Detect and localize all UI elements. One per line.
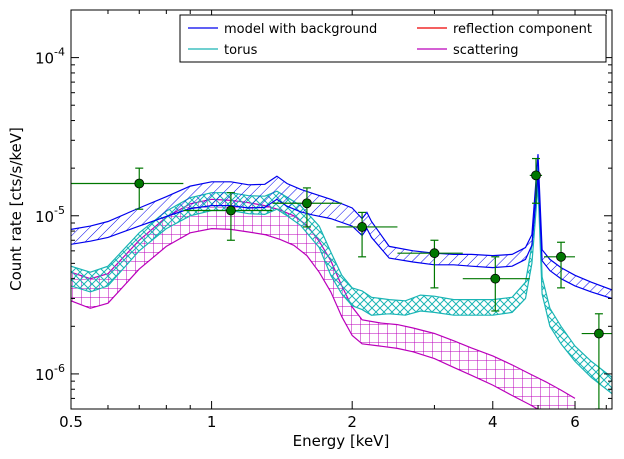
x-axis-ticks: 0.5 1 2 4 6 — [59, 10, 607, 431]
x-tick-label: 2 — [347, 413, 357, 431]
y-axis-label: Count rate [cts/s/keV] — [7, 127, 25, 291]
y-tick-label: 10-5 — [35, 204, 65, 226]
data-marker — [134, 178, 145, 189]
data-point-6 — [462, 256, 530, 312]
plot-frame — [70, 9, 613, 410]
data-point-5 — [397, 239, 463, 289]
legend-label-model: model with background — [224, 22, 377, 37]
x-tick-label: 0.5 — [59, 413, 83, 431]
torus-band-fill — [71, 163, 612, 394]
x-tick-label: 1 — [207, 413, 217, 431]
data-point-2 — [183, 192, 273, 241]
data-marker — [594, 328, 604, 339]
legend: model with background reflection compone… — [179, 14, 607, 63]
data-marker — [490, 273, 501, 284]
model-with-background-upper-line — [71, 154, 612, 291]
model-with-background-band-fill — [71, 154, 612, 299]
data-points — [71, 157, 612, 409]
x-axis-label: Energy [keV] — [293, 432, 390, 450]
y-axis-ticks: 10-6 10-5 10-4 — [35, 9, 612, 410]
data-point-3 — [272, 187, 342, 228]
data-point-7 — [529, 157, 543, 204]
legend-label-scattering: scattering — [453, 43, 519, 58]
data-marker — [531, 170, 541, 181]
legend-label-torus: torus — [224, 43, 258, 58]
data-marker — [357, 222, 367, 232]
scattering-lower-line — [71, 227, 539, 409]
data-marker — [556, 251, 566, 262]
data-point-4 — [336, 211, 398, 258]
data-marker — [302, 198, 312, 209]
data-point-8 — [544, 241, 576, 289]
data-point-1 — [71, 167, 184, 210]
data-marker — [226, 205, 236, 216]
legend-box — [179, 14, 607, 63]
data-point-9 — [581, 313, 612, 409]
y-tick-label: 10-4 — [35, 46, 65, 68]
y-tick-label: 10-6 — [35, 362, 65, 384]
x-tick-label: 4 — [488, 413, 498, 431]
legend-label-reflection: reflection component — [453, 22, 592, 37]
data-marker — [429, 248, 440, 259]
scattering-band-fill — [71, 199, 575, 409]
model-bands — [71, 154, 612, 409]
x-tick-label: 6 — [570, 413, 580, 431]
